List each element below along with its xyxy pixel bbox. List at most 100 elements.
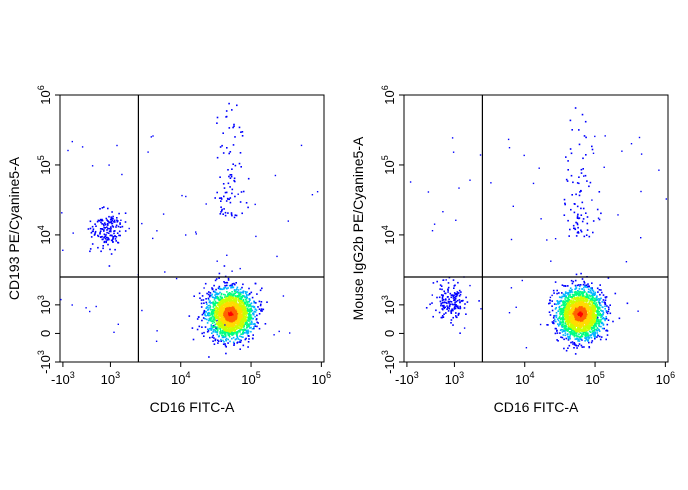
event-dot <box>561 326 563 328</box>
event-dot <box>465 313 467 315</box>
event-dot <box>442 294 444 297</box>
event-dot <box>237 305 239 308</box>
event-dot <box>626 302 629 305</box>
event-dot <box>217 298 220 301</box>
event-dot <box>567 298 569 301</box>
event-dot <box>590 295 593 297</box>
event-dot <box>439 300 442 303</box>
event-dot <box>231 284 234 287</box>
event-dot <box>254 325 256 327</box>
event-dot <box>215 293 217 296</box>
event-dot <box>452 297 455 299</box>
event-dot <box>103 206 105 208</box>
event-dot <box>578 312 580 314</box>
event-dot <box>233 304 236 307</box>
event-dot <box>222 310 224 312</box>
event-dot <box>241 135 244 137</box>
event-dot <box>565 299 567 302</box>
event-dot <box>577 311 579 313</box>
event-dot <box>210 327 212 330</box>
event-dot <box>583 289 585 291</box>
event-dot <box>593 309 595 312</box>
event-dot <box>560 307 562 310</box>
event-dot <box>218 314 221 317</box>
event-dot <box>107 220 109 222</box>
event-dot <box>248 318 250 321</box>
event-dot <box>606 312 609 315</box>
event-dot <box>216 330 219 332</box>
event-dot <box>577 292 579 294</box>
event-dot <box>225 281 228 284</box>
event-dot <box>236 333 238 336</box>
event-dot <box>99 233 101 235</box>
event-dot <box>454 298 456 301</box>
event-dot <box>592 333 595 335</box>
event-dot <box>215 311 218 313</box>
event-dot <box>591 282 593 284</box>
plot-frame <box>59 94 325 363</box>
event-dot <box>220 211 222 213</box>
event-dot <box>574 309 576 311</box>
event-dot <box>600 318 602 321</box>
event-dot <box>289 332 291 334</box>
event-dot <box>231 320 233 323</box>
event-dot <box>234 295 237 297</box>
event-dot <box>234 311 236 313</box>
event-dot <box>215 330 217 333</box>
event-dot <box>237 325 240 327</box>
event-dot <box>455 293 457 296</box>
event-dot <box>231 306 233 308</box>
event-dot <box>584 334 586 336</box>
event-dot <box>242 333 244 335</box>
event-dot <box>564 317 567 319</box>
event-dot <box>583 286 585 289</box>
event-dot <box>455 304 457 306</box>
event-dot <box>247 324 250 327</box>
event-dot <box>243 332 246 334</box>
event-dot <box>590 319 592 322</box>
event-dot <box>244 298 247 301</box>
event-dot <box>584 317 587 319</box>
event-dot <box>463 307 466 309</box>
event-dot <box>594 300 596 303</box>
event-dot <box>445 299 447 301</box>
event-dot <box>141 309 143 312</box>
event-dot <box>586 286 588 289</box>
event-dot <box>207 308 210 311</box>
event-dot <box>569 331 572 333</box>
event-dot <box>205 203 207 205</box>
event-dot <box>247 341 250 343</box>
event-dot <box>570 326 572 328</box>
event-dot <box>575 338 578 340</box>
event-dot <box>432 315 434 318</box>
event-dot <box>572 324 574 327</box>
event-dot <box>222 152 225 154</box>
event-dot <box>237 321 239 323</box>
event-dot <box>562 295 565 298</box>
event-dot <box>211 296 214 298</box>
event-dot <box>592 331 595 334</box>
event-dot <box>450 311 452 313</box>
event-dot <box>561 311 563 314</box>
event-dot <box>593 323 596 325</box>
event-dot <box>258 308 261 310</box>
event-dot <box>590 287 592 289</box>
event-dot <box>212 301 214 303</box>
event-dot <box>244 338 247 341</box>
event-dot <box>578 301 580 303</box>
event-dot <box>224 298 226 300</box>
event-dot <box>599 312 602 315</box>
event-dot <box>587 311 589 314</box>
event-dot <box>449 292 452 295</box>
event-dot <box>224 316 227 319</box>
event-dot <box>566 305 568 307</box>
event-dot <box>573 342 576 344</box>
event-dot <box>443 304 445 307</box>
event-dot <box>564 285 567 287</box>
event-dot <box>564 301 566 304</box>
event-dot <box>205 315 207 317</box>
event-dot <box>216 122 218 124</box>
event-dot <box>228 313 230 316</box>
event-dot <box>246 324 248 327</box>
event-dot <box>567 285 569 287</box>
